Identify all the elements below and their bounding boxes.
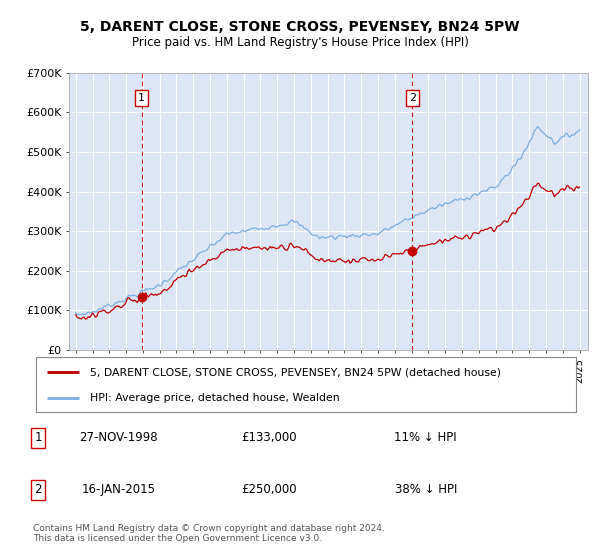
Text: 5, DARENT CLOSE, STONE CROSS, PEVENSEY, BN24 5PW: 5, DARENT CLOSE, STONE CROSS, PEVENSEY, … xyxy=(80,20,520,34)
Text: 38% ↓ HPI: 38% ↓ HPI xyxy=(395,483,457,496)
Text: £133,000: £133,000 xyxy=(242,431,298,445)
Text: 11% ↓ HPI: 11% ↓ HPI xyxy=(394,431,457,445)
Text: £250,000: £250,000 xyxy=(242,483,298,496)
Text: HPI: Average price, detached house, Wealden: HPI: Average price, detached house, Weal… xyxy=(90,393,340,403)
Text: 1: 1 xyxy=(34,431,42,445)
Text: 16-JAN-2015: 16-JAN-2015 xyxy=(82,483,156,496)
Text: 5, DARENT CLOSE, STONE CROSS, PEVENSEY, BN24 5PW (detached house): 5, DARENT CLOSE, STONE CROSS, PEVENSEY, … xyxy=(90,367,501,377)
Text: 2: 2 xyxy=(34,483,42,496)
Text: 2: 2 xyxy=(409,93,416,102)
Text: Contains HM Land Registry data © Crown copyright and database right 2024.
This d: Contains HM Land Registry data © Crown c… xyxy=(33,524,385,543)
Text: Price paid vs. HM Land Registry's House Price Index (HPI): Price paid vs. HM Land Registry's House … xyxy=(131,36,469,49)
Text: 1: 1 xyxy=(138,93,145,102)
Text: 27-NOV-1998: 27-NOV-1998 xyxy=(80,431,158,445)
FancyBboxPatch shape xyxy=(36,357,576,412)
